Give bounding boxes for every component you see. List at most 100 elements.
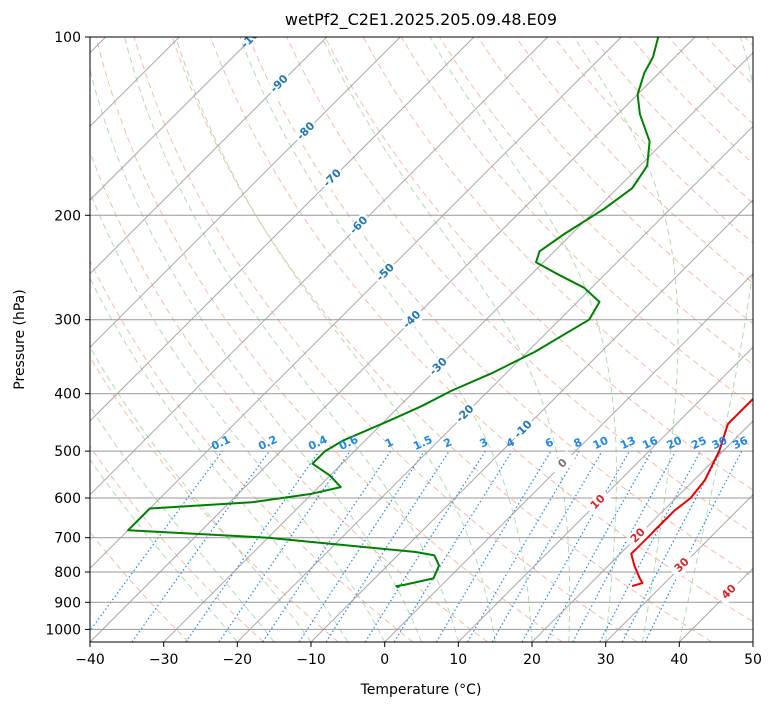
isotherm-label-bg xyxy=(398,306,426,334)
dry-adiabat-line xyxy=(171,37,712,642)
axis-ticks: −40 −30 −20 −10 0 10 20 30 40 50 100 200 300 400 500 60… xyxy=(45,30,762,668)
y-tick-label: 300 xyxy=(54,313,81,329)
isotherm-label-bg xyxy=(266,70,293,98)
mixing-ratio-line xyxy=(545,450,653,642)
mixing-ratio-label: 16 xyxy=(640,434,660,452)
dry-adiabat-line xyxy=(90,259,414,642)
y-tick-label: 1000 xyxy=(45,622,81,638)
isotherm-label-bg xyxy=(509,416,537,444)
x-tick-label: 30 xyxy=(597,652,615,668)
isotherm-line xyxy=(384,272,753,642)
isotherm-line xyxy=(236,125,753,642)
isotherm-label-bg xyxy=(425,353,453,381)
mixing-ratio-label: 0.1 xyxy=(209,433,232,453)
mixing-ratio-line xyxy=(262,450,392,642)
curve-labels: 0.1 0.2 0.4 0.6 1 1.5 2 3 4 6 8 10 13 16 20 25 30 36-100-… xyxy=(209,37,751,606)
y-tick-label: 600 xyxy=(54,491,81,507)
mixing-ratio-line xyxy=(90,450,223,632)
dry-adiabat-line xyxy=(90,150,488,642)
mixing-ratio-line xyxy=(185,450,320,642)
mixing-ratio-line xyxy=(298,450,425,642)
isotherm-line xyxy=(310,199,753,642)
dry-adiabat-line xyxy=(706,37,753,86)
moist-adiabat-line xyxy=(90,190,386,642)
temperature-profile-line xyxy=(630,397,753,588)
dry-adiabat-line xyxy=(133,37,638,642)
isotherm-label-bg xyxy=(624,522,652,550)
y-tick-label: 900 xyxy=(54,595,81,611)
mixing-ratio-label: 8 xyxy=(572,435,584,450)
isotherm-line xyxy=(90,37,401,349)
y-tick-label: 800 xyxy=(54,565,81,581)
isotherm-label-bg xyxy=(715,578,743,606)
dry-adiabat-line xyxy=(286,37,753,534)
chart-title: wetPf2_C2E1.2025.205.09.48.E09 xyxy=(285,10,557,30)
mixing-ratio-label: 25 xyxy=(689,434,708,452)
y-tick-label: 500 xyxy=(54,444,81,460)
mixing-ratio-label: 0.2 xyxy=(256,433,279,453)
dry-adiabat-line xyxy=(324,37,753,491)
mixing-ratio-line xyxy=(644,450,743,642)
isotherm-label-bg xyxy=(239,37,267,51)
mixing-ratio-lines xyxy=(90,450,743,642)
sounding-series xyxy=(127,37,753,589)
moist-adiabat-line xyxy=(90,346,312,642)
y-axis-label: Pressure (hPa) xyxy=(12,289,28,389)
x-tick-label: 0 xyxy=(380,652,389,668)
dry-adiabat-line xyxy=(515,37,753,284)
moist-adiabat-line xyxy=(175,37,496,642)
mixing-ratio-line xyxy=(521,450,631,642)
moist-adiabat-line xyxy=(678,37,753,642)
isotherm-label-bg xyxy=(372,259,400,287)
x-tick-label: −30 xyxy=(149,652,179,668)
dry-adiabat-line xyxy=(668,37,753,125)
y-tick-label: 400 xyxy=(54,387,81,403)
mixing-ratio-label: 13 xyxy=(618,434,637,452)
isotherm-line xyxy=(90,37,622,570)
isotherm-label-bg xyxy=(451,400,479,428)
mixing-ratio-label: 20 xyxy=(665,434,685,452)
x-tick-label: 10 xyxy=(449,652,467,668)
mixing-ratio-line xyxy=(466,450,580,642)
pressure-gridlines xyxy=(90,37,753,630)
isotherm-label-bg xyxy=(345,212,373,239)
x-tick-label: 20 xyxy=(523,652,541,668)
moist-adiabat-line xyxy=(239,37,533,642)
x-tick-label: −20 xyxy=(223,652,253,668)
isotherm-label-bg xyxy=(668,552,696,579)
isotherm-line xyxy=(90,37,696,642)
isotherm-line xyxy=(605,493,753,642)
x-axis-label: Temperature (°C) xyxy=(360,682,482,698)
dry-adiabat-line xyxy=(744,37,753,47)
mixing-ratio-line xyxy=(599,450,702,642)
dry-adiabat-line xyxy=(210,37,753,623)
mixing-ratio-line xyxy=(364,450,486,642)
dry-adiabat-line xyxy=(90,531,190,642)
mixing-ratio-line xyxy=(218,450,351,642)
isotherm-label-bg xyxy=(292,117,320,145)
moist-adiabats xyxy=(90,37,753,642)
moist-adiabat-line xyxy=(90,458,238,642)
moist-adiabat-line xyxy=(90,277,349,642)
moist-adiabat-line xyxy=(90,405,275,642)
mixing-ratio-label: 36 xyxy=(731,434,751,452)
mixing-ratio-label: 10 xyxy=(591,434,611,452)
mixing-ratio-label: 0.6 xyxy=(337,433,360,453)
dry-adiabats xyxy=(90,37,753,642)
isotherm-line xyxy=(752,641,753,642)
isotherm-line xyxy=(90,37,328,275)
mixing-ratio-line xyxy=(325,450,450,642)
isotherm-label-bg xyxy=(584,488,612,516)
isotherm-label-bg xyxy=(549,450,577,478)
dewpoint-profile-line xyxy=(127,37,660,589)
mixing-ratio-line xyxy=(572,450,677,642)
y-tick-label: 700 xyxy=(54,531,81,547)
isotherms xyxy=(90,37,753,642)
moist-adiabat-line xyxy=(429,37,617,642)
isotherm-line xyxy=(90,37,549,496)
dry-adiabat-line xyxy=(90,356,339,642)
mixing-ratio-line xyxy=(435,450,552,642)
isotherm-label-bg xyxy=(319,164,347,192)
mixing-ratio-label: 1 xyxy=(383,435,395,450)
